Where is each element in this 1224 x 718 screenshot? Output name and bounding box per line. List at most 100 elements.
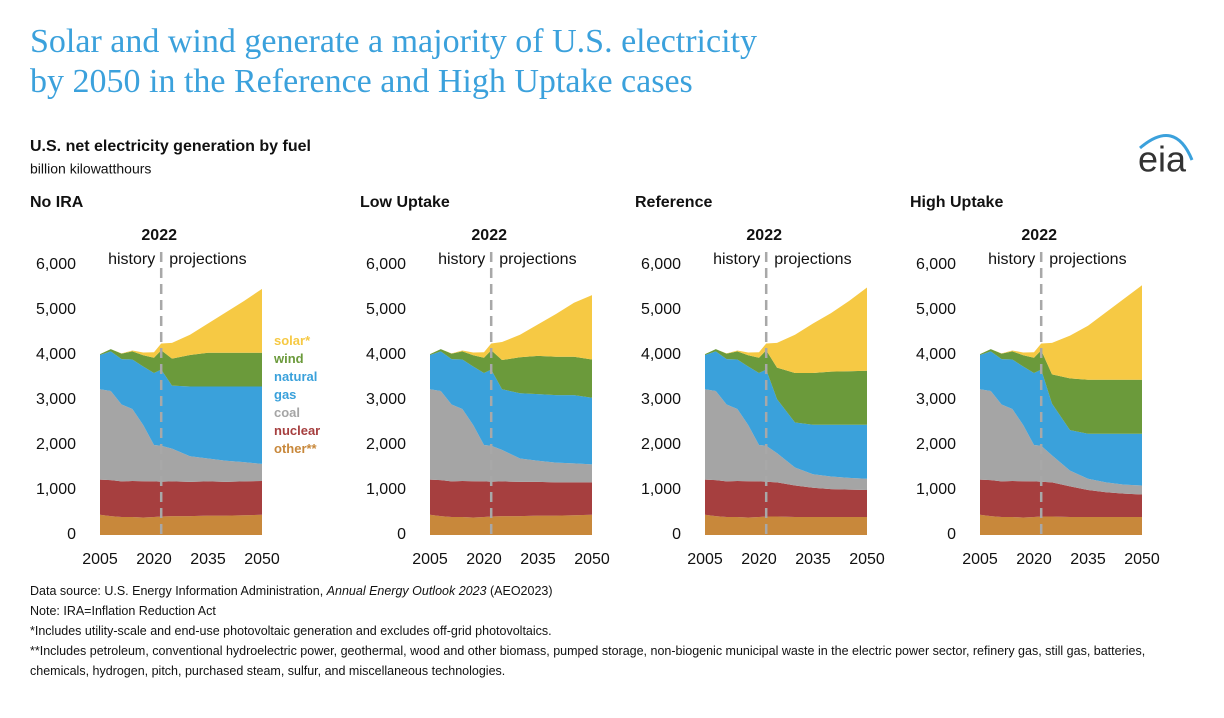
x-tick-label: 2050 — [1124, 551, 1160, 568]
history-label: history — [438, 251, 485, 268]
y-tick-label: 5,000 — [36, 301, 76, 318]
legend-entry: nuclear — [274, 423, 321, 438]
area — [705, 349, 867, 425]
panel-title: Reference — [635, 194, 712, 211]
y-tick-label: 1,000 — [36, 481, 76, 498]
y-tick-label: 5,000 — [641, 301, 681, 318]
y-tick-label: 3,000 — [641, 391, 681, 408]
y-tick-label: 4,000 — [36, 346, 76, 363]
x-tick-label: 2020 — [136, 551, 172, 568]
y-tick-label: 0 — [672, 526, 681, 543]
area — [705, 514, 867, 535]
area — [430, 349, 592, 398]
x-tick-label: 2035 — [190, 551, 226, 568]
legend-entry: natural gas — [274, 369, 318, 402]
y-tick-label: 0 — [397, 526, 406, 543]
x-tick-label: 2050 — [574, 551, 610, 568]
y-tick-label: 2,000 — [916, 436, 956, 453]
area — [100, 389, 262, 482]
y-tick-label: 1,000 — [641, 481, 681, 498]
y-tick-label: 1,000 — [366, 481, 406, 498]
area — [430, 295, 592, 360]
y-tick-label: 4,000 — [641, 346, 681, 363]
legend-entry: wind — [274, 351, 304, 366]
area — [100, 349, 262, 387]
x-tick-label: 2050 — [244, 551, 280, 568]
y-tick-label: 6,000 — [916, 256, 956, 273]
area — [430, 479, 592, 518]
notes: Data source: U.S. Energy Information Adm… — [30, 581, 1160, 681]
legend-entry: solar* — [274, 333, 311, 348]
x-tick-label: 2050 — [849, 551, 885, 568]
area — [980, 285, 1142, 380]
divider-label: 2022 — [1021, 227, 1057, 244]
projection-label: projections — [774, 251, 851, 268]
y-tick-label: 4,000 — [366, 346, 406, 363]
x-tick-label: 2035 — [520, 551, 556, 568]
x-tick-label: 2005 — [962, 551, 998, 568]
history-label: history — [108, 251, 155, 268]
y-tick-label: 3,000 — [366, 391, 406, 408]
x-tick-label: 2020 — [741, 551, 777, 568]
legend-entry: other** — [274, 441, 317, 456]
y-tick-label: 5,000 — [366, 301, 406, 318]
area — [705, 389, 867, 490]
area — [430, 514, 592, 535]
y-tick-label: 6,000 — [36, 256, 76, 273]
chart-subtitle: U.S. net electricity generation by fuel — [30, 138, 311, 155]
projection-label: projections — [1049, 251, 1126, 268]
x-tick-label: 2035 — [1070, 551, 1106, 568]
area — [705, 479, 867, 518]
y-tick-label: 2,000 — [36, 436, 76, 453]
y-tick-label: 2,000 — [366, 436, 406, 453]
headline: by 2050 in the Reference and High Uptake… — [30, 63, 693, 100]
area — [100, 351, 262, 464]
y-tick-label: 4,000 — [916, 346, 956, 363]
x-tick-label: 2005 — [82, 551, 118, 568]
note-text: (AEO2023) — [486, 584, 553, 598]
note-text: *Includes utility-scale and end-use phot… — [30, 624, 552, 638]
note-text: Data source: U.S. Energy Information Adm… — [30, 584, 327, 598]
headline: Solar and wind generate a majority of U.… — [30, 23, 757, 60]
y-tick-label: 0 — [947, 526, 956, 543]
logo-arc — [1139, 134, 1194, 161]
area — [980, 351, 1142, 486]
divider-label: 2022 — [746, 227, 782, 244]
area — [980, 389, 1142, 495]
area — [705, 287, 867, 373]
panel-title: Low Uptake — [360, 194, 450, 211]
history-label: history — [713, 251, 760, 268]
area — [100, 514, 262, 535]
x-tick-label: 2020 — [466, 551, 502, 568]
area — [100, 288, 262, 359]
x-tick-label: 2005 — [412, 551, 448, 568]
y-tick-label: 3,000 — [36, 391, 76, 408]
divider-label: 2022 — [471, 227, 507, 244]
area — [980, 349, 1142, 434]
area — [980, 479, 1142, 518]
note-text: Note: IRA=Inflation Reduction Act — [30, 604, 216, 618]
x-tick-label: 2005 — [687, 551, 723, 568]
y-tick-label: 6,000 — [641, 256, 681, 273]
x-tick-label: 2035 — [795, 551, 831, 568]
area — [430, 389, 592, 483]
note: **Includes petroleum, conventional hydro… — [30, 641, 1160, 681]
note-text: Annual Energy Outlook 2023 — [326, 584, 487, 598]
unit-label: billion kilowatthours — [30, 161, 151, 177]
y-tick-label: 3,000 — [916, 391, 956, 408]
panel-title: High Uptake — [910, 194, 1003, 211]
y-tick-label: 0 — [67, 526, 76, 543]
y-tick-label: 1,000 — [916, 481, 956, 498]
x-tick-label: 2020 — [1016, 551, 1052, 568]
logo: eia — [1138, 139, 1187, 180]
legend-entry: coal — [274, 405, 301, 420]
y-tick-label: 6,000 — [366, 256, 406, 273]
y-tick-label: 5,000 — [916, 301, 956, 318]
note: *Includes utility-scale and end-use phot… — [30, 621, 1160, 641]
note: Note: IRA=Inflation Reduction Act — [30, 601, 1160, 621]
note-text: **Includes petroleum, conventional hydro… — [30, 644, 1146, 678]
divider-label: 2022 — [141, 227, 177, 244]
note: Data source: U.S. Energy Information Adm… — [30, 581, 1160, 601]
